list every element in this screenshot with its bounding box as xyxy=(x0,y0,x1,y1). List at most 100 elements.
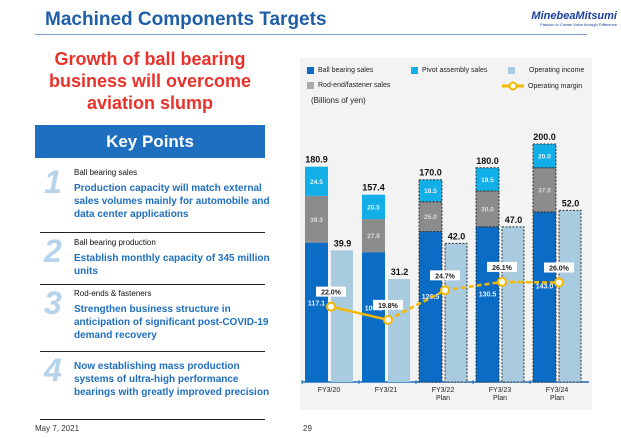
bar-value-label: 25.0 xyxy=(424,214,437,221)
bar-pivot-assembly-sales xyxy=(475,167,500,192)
key-point-text: Establish monthly capacity of 345 millio… xyxy=(74,253,270,277)
key-point-text: Strengthen business structure in anticip… xyxy=(74,304,269,341)
operating-margin-line xyxy=(444,280,503,292)
key-point-subtitle: Ball bearing sales xyxy=(74,168,138,177)
operating-income-label: 42.0 xyxy=(448,231,466,241)
operating-margin-label: 19.8% xyxy=(378,303,399,310)
bar-ball-bearing-sales xyxy=(418,230,443,383)
headline: Growth of ball bearing business will ove… xyxy=(30,48,270,114)
operating-margin-line xyxy=(330,305,389,322)
key-point-number: 2 xyxy=(44,233,62,269)
bar-operating-income xyxy=(444,242,468,383)
legend-label: Pivot assembly sales xyxy=(422,67,488,74)
bar-value-label: 27.8 xyxy=(367,233,380,240)
key-point-subtitle: Rod-ends & fasteners xyxy=(74,289,152,298)
unit-label: (Billions of yen) xyxy=(311,96,366,105)
operating-margin-label: 26.1% xyxy=(492,265,513,272)
operating-income-label: 31.2 xyxy=(391,267,409,277)
bar-ball-bearing-sales xyxy=(532,211,557,383)
x-tick-label: FY3/23 xyxy=(489,387,512,394)
legend-pivot: Pivot assembly sales xyxy=(411,67,487,74)
legend-label: Operating margin xyxy=(528,82,583,90)
x-tick-label: Plan xyxy=(436,395,450,402)
bar-pivot-assembly-sales xyxy=(362,194,385,220)
stack-total-label: 180.0 xyxy=(476,156,499,166)
bar-value-label: 20.5 xyxy=(367,204,380,211)
legend-label: Operating income xyxy=(529,67,585,74)
key-point-number: 3 xyxy=(44,285,62,321)
key-point-2: 2 Ball bearing production Establish mont… xyxy=(40,233,270,285)
legend-label: Rod-end/fastener sales xyxy=(318,82,391,89)
key-point-subtitle: Ball bearing production xyxy=(74,238,156,247)
bar-value-label: 143.0 xyxy=(536,283,554,290)
bar-value-label: 18.5 xyxy=(424,188,437,195)
bar-value-label: 126.5 xyxy=(422,294,440,301)
operating-margin-point xyxy=(383,314,393,325)
operating-income-label: 39.9 xyxy=(334,238,352,248)
stack-total-label: 200.0 xyxy=(533,132,556,142)
bar-value-label: 19.5 xyxy=(481,177,494,184)
stack-total-label: 157.4 xyxy=(362,183,385,193)
x-tick-label: FY3/21 xyxy=(375,387,398,394)
page-number: 29 xyxy=(303,424,312,433)
footer-date: May 7, 2021 xyxy=(35,424,80,433)
x-tick-label: FY3/24 xyxy=(546,387,569,394)
x-tick-label: FY3/22 xyxy=(432,387,455,394)
legend-swatch xyxy=(502,81,524,91)
operating-margin-label-bg xyxy=(373,299,403,310)
headline-line: aviation slump xyxy=(86,93,214,113)
legend-label: Ball bearing sales xyxy=(318,67,374,74)
key-point-1: 1 Ball bearing sales Production capacity… xyxy=(40,164,270,233)
bar-ball-bearing-sales xyxy=(305,242,328,382)
logo-name: MinebeaMitsumi xyxy=(531,10,617,22)
bar-value-label: 130.5 xyxy=(479,292,497,299)
bar-value-label: 20.0 xyxy=(538,153,551,160)
bar-operating-income xyxy=(388,279,410,382)
logo-tagline: Passion to Create Value through Differen… xyxy=(540,22,617,27)
operating-margin-line xyxy=(387,289,446,322)
key-point-number: 1 xyxy=(44,164,62,200)
title-rule xyxy=(35,34,587,35)
key-point-text: Production capacity will match external … xyxy=(74,183,270,220)
operating-margin-label-bg xyxy=(544,262,574,273)
bar-operating-income xyxy=(331,250,353,382)
headline-line: business will overcome xyxy=(48,71,252,91)
bar-rod-end-fastener-sales xyxy=(305,195,328,243)
bar-value-label: 37.0 xyxy=(538,187,551,194)
bar-operating-income xyxy=(501,226,525,383)
bar-value-label: 117.1 xyxy=(308,300,325,307)
operating-margin-point xyxy=(440,285,450,296)
page-title: Machined Components Targets xyxy=(45,9,327,30)
key-point-4: 4 Now establishing mass production syste… xyxy=(40,352,269,420)
operating-margin-line xyxy=(501,280,560,284)
legend-swatch xyxy=(411,67,418,74)
operating-income-label: 52.0 xyxy=(562,198,580,208)
operating-margin-label-bg xyxy=(316,286,346,297)
key-point-number: 4 xyxy=(44,352,62,388)
key-point-text: Now establishing mass production systems… xyxy=(74,361,270,398)
x-tick-label: FY3/20 xyxy=(318,387,341,394)
logo: MinebeaMitsumi Passion to Create Value t… xyxy=(490,10,617,27)
legend-operating-margin: Operating margin xyxy=(502,81,582,91)
operating-margin-point xyxy=(554,277,564,288)
bar-pivot-assembly-sales xyxy=(418,179,443,203)
operating-margin-point xyxy=(326,301,336,312)
headline-line: Growth of ball bearing xyxy=(54,49,246,69)
legend-rod-end: Rod-end/fastener sales xyxy=(307,82,390,89)
bar-ball-bearing-sales xyxy=(475,226,500,383)
bar-rod-end-fastener-sales xyxy=(362,219,385,253)
legend-swatch xyxy=(307,67,314,74)
legend-swatch xyxy=(307,82,314,89)
operating-margin-label-bg xyxy=(487,261,517,272)
operating-margin-label: 22.0% xyxy=(321,290,342,297)
bar-pivot-assembly-sales xyxy=(305,166,328,196)
bar-pivot-assembly-sales xyxy=(532,143,557,169)
x-tick-label: Plan xyxy=(493,395,507,402)
bar-value-label: 39.3 xyxy=(310,217,323,224)
legend-ball-bearing: Ball bearing sales xyxy=(307,67,373,74)
key-point-3: 3 Rod-ends & fasteners Strengthen busine… xyxy=(40,285,268,352)
x-tick-label: Plan xyxy=(550,395,564,402)
key-points-title: Key Points xyxy=(35,125,265,158)
